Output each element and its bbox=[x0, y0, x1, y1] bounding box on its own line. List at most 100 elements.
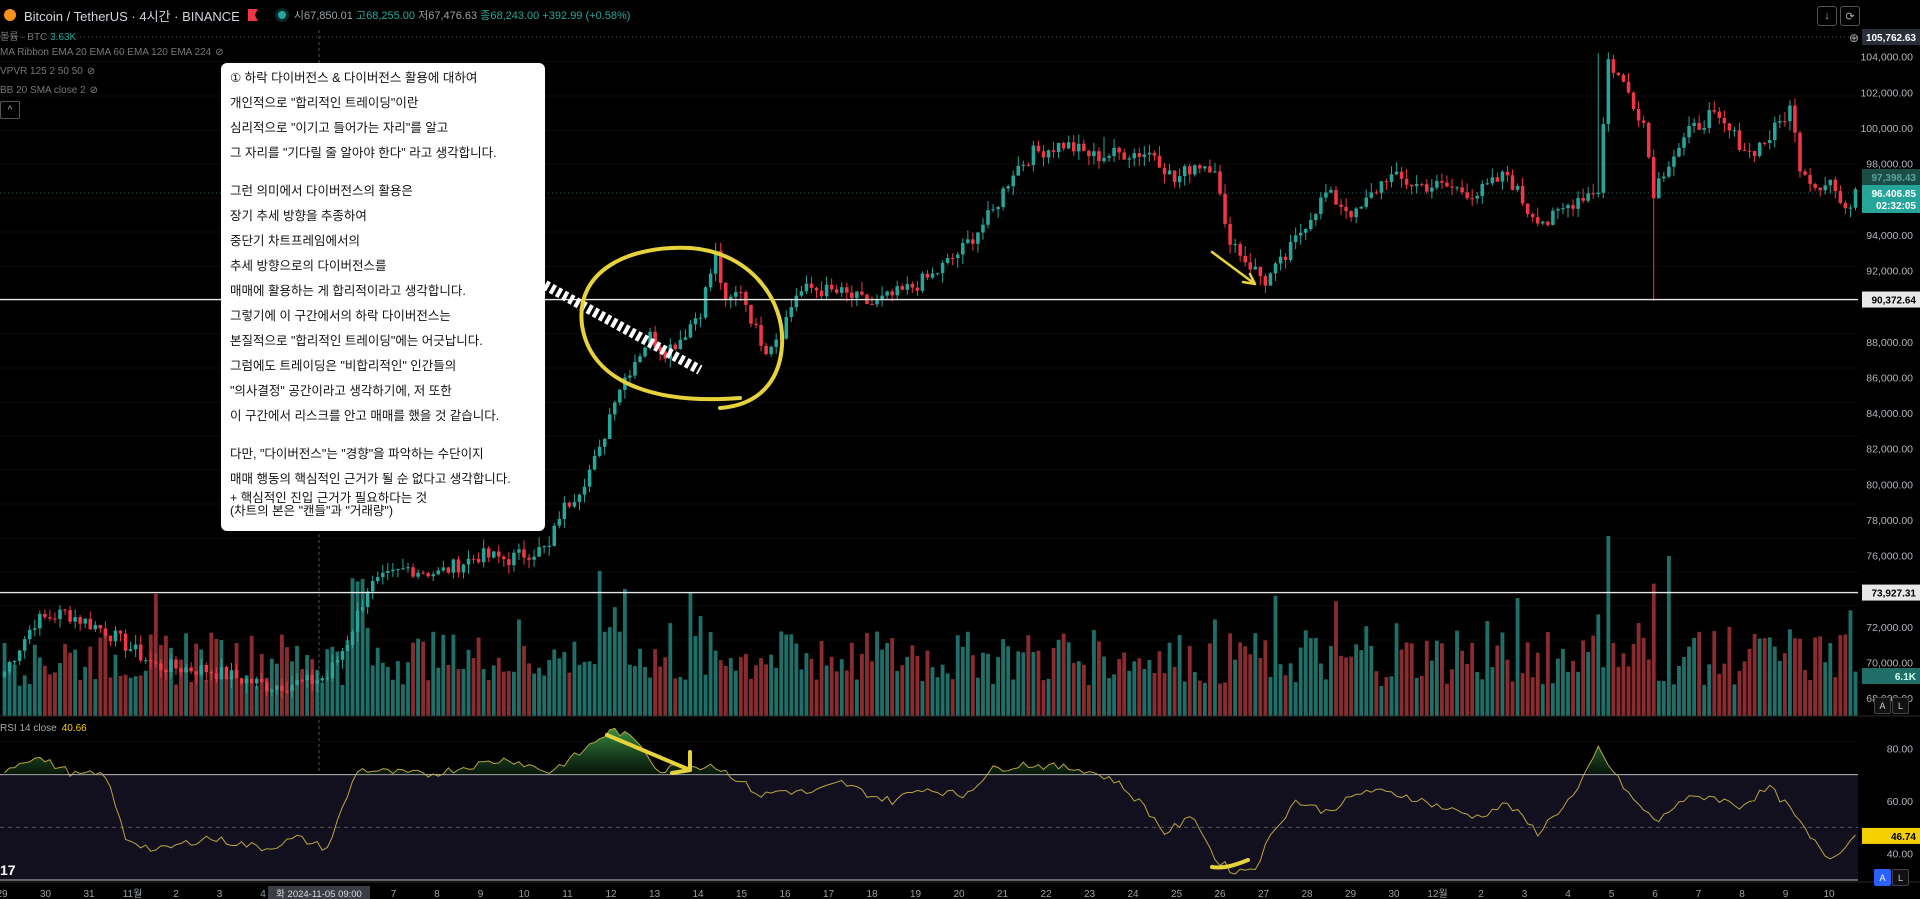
upper-level-tag: 90,372.64 bbox=[1862, 291, 1920, 308]
candle bbox=[744, 290, 748, 313]
volume-bar bbox=[1318, 663, 1323, 716]
candle bbox=[1238, 241, 1242, 262]
candle bbox=[885, 290, 889, 299]
candle-body bbox=[1435, 180, 1439, 188]
time-tick-label: 14 bbox=[692, 889, 704, 899]
price-tick-label: 76,000.00 bbox=[1866, 551, 1913, 563]
volume-bar bbox=[234, 643, 239, 716]
volume-bar bbox=[1636, 623, 1641, 716]
volume-legend-value: 3.63K bbox=[50, 32, 77, 43]
eye-hidden-icon[interactable]: ⊘ bbox=[86, 66, 96, 77]
volume-bar bbox=[849, 642, 854, 716]
fullscreen-icon[interactable]: ⟳ bbox=[1840, 6, 1860, 26]
volume-bar bbox=[1828, 643, 1833, 716]
bb-label: BB 20 SMA close 2 bbox=[0, 85, 86, 96]
candle-body bbox=[1147, 152, 1152, 155]
eye-hidden-icon[interactable]: ⊘ bbox=[89, 85, 98, 96]
candle-body bbox=[1077, 143, 1081, 152]
candle bbox=[582, 478, 587, 503]
rsi-low-mark bbox=[1210, 858, 1250, 870]
candle-body bbox=[103, 628, 108, 636]
candle bbox=[340, 647, 345, 669]
candle-body bbox=[143, 660, 148, 662]
candle-body bbox=[138, 644, 143, 661]
candle bbox=[673, 342, 678, 351]
candle-body bbox=[1213, 171, 1217, 173]
bb-legend[interactable]: BB 20 SMA close 2 ⊘ bbox=[0, 85, 98, 96]
candle bbox=[118, 630, 123, 642]
volume-bar bbox=[1349, 656, 1354, 716]
candle bbox=[1561, 202, 1565, 215]
volume-bar bbox=[809, 658, 814, 716]
candle-body bbox=[189, 667, 193, 672]
volume-bar bbox=[804, 653, 809, 716]
volume-bar bbox=[47, 674, 52, 716]
candle-body bbox=[1087, 150, 1091, 157]
rsi-log-scale-button[interactable]: L bbox=[1892, 869, 1909, 886]
candle-body bbox=[961, 243, 965, 255]
rsi-auto-scale-button[interactable]: A bbox=[1874, 869, 1891, 886]
auto-scale-button[interactable]: A bbox=[1874, 697, 1891, 714]
eye-hidden-icon[interactable]: ⊘ bbox=[215, 47, 224, 58]
candle bbox=[1258, 266, 1263, 286]
rsi-legend[interactable]: RSI 14 close 40.66 bbox=[0, 723, 87, 734]
candle-body bbox=[1813, 183, 1817, 188]
candle bbox=[865, 293, 869, 305]
volume-bar bbox=[587, 661, 592, 716]
flag-icon[interactable] bbox=[247, 9, 258, 21]
candle bbox=[1283, 253, 1288, 269]
volume-bar bbox=[88, 646, 93, 716]
symbol-title[interactable]: Bitcoin / TetherUS · 4시간 · BINANCE bbox=[24, 8, 240, 24]
candle-body bbox=[648, 331, 652, 348]
note-line: 그 자리를 "기다릴 줄 알아야 한다" 라고 생각합니다. bbox=[230, 146, 497, 160]
volume-bar bbox=[683, 679, 688, 716]
collapse-legend-button[interactable]: ^ bbox=[0, 101, 20, 119]
volume-bar bbox=[239, 682, 244, 716]
candle-body bbox=[1798, 132, 1802, 172]
candle-body bbox=[527, 557, 531, 560]
volume-bar bbox=[451, 634, 456, 716]
volume-legend[interactable]: 볼륨 · BTC 3.63K bbox=[0, 28, 76, 43]
top-price-tag-text: 105,762.63 bbox=[1866, 33, 1916, 44]
candle-body bbox=[1162, 167, 1167, 175]
candle bbox=[1778, 114, 1782, 129]
candle bbox=[1314, 212, 1318, 226]
volume-bar bbox=[1712, 631, 1717, 716]
candle bbox=[991, 204, 995, 213]
volume-bar bbox=[1510, 681, 1515, 716]
ma-ribbon-legend[interactable]: MA Ribbon EMA 20 EMA 60 EMA 120 EMA 224 ⊘ bbox=[0, 47, 224, 58]
rsi-current-tag-bg bbox=[1862, 827, 1920, 844]
volume-bar bbox=[506, 671, 511, 716]
candle bbox=[1228, 216, 1232, 254]
vpvr-legend[interactable]: VPVR 125 2 50 50 ⊘ bbox=[0, 66, 95, 77]
candle-body bbox=[1409, 184, 1414, 187]
volume-bar bbox=[1525, 642, 1530, 716]
volume-bar bbox=[1798, 638, 1802, 716]
candle bbox=[880, 286, 884, 307]
candle bbox=[981, 218, 985, 240]
arrow-down-icon[interactable]: ↓ bbox=[1817, 6, 1837, 26]
candle bbox=[189, 662, 193, 674]
candle bbox=[1525, 203, 1530, 218]
volume-bar bbox=[1001, 639, 1006, 716]
plus-icon[interactable]: ⊕ bbox=[1849, 31, 1859, 45]
candle bbox=[850, 285, 854, 308]
candle bbox=[1051, 142, 1056, 158]
note-line: 다만, "다이버전스"는 "경향"을 파악하는 수단이지 bbox=[230, 447, 484, 461]
volume-bar bbox=[68, 652, 73, 716]
candle bbox=[845, 282, 849, 302]
volume-bar bbox=[1167, 642, 1172, 716]
candle-body bbox=[1566, 205, 1570, 209]
candle bbox=[290, 676, 294, 698]
volume-bar bbox=[1848, 610, 1853, 716]
candle bbox=[1500, 170, 1505, 190]
candle bbox=[391, 562, 395, 577]
annotation-note[interactable]: ① 하락 다이버전스 & 다이버전스 활용에 대하여 개인적으로 "합리적인 트레… bbox=[221, 63, 545, 531]
candle-body bbox=[441, 567, 446, 571]
time-tick-label: 30 bbox=[40, 889, 52, 899]
candle-body bbox=[446, 567, 451, 573]
volume-bar bbox=[1677, 665, 1681, 716]
log-scale-button[interactable]: L bbox=[1892, 697, 1909, 714]
time-tick-label: 4 bbox=[260, 889, 266, 899]
